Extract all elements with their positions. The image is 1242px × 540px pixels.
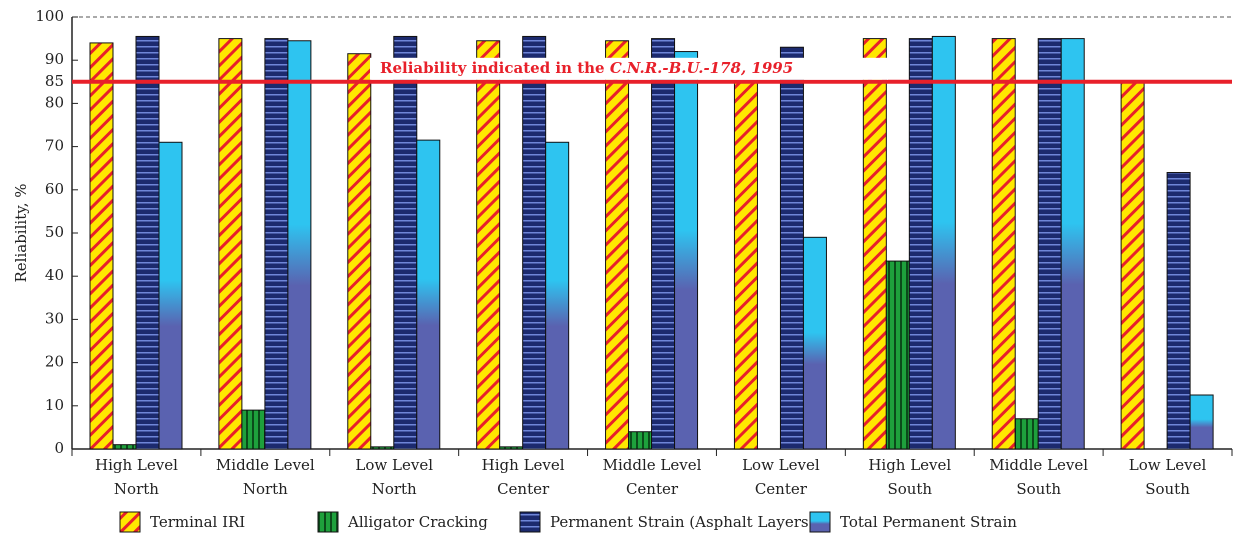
bar — [1189, 394, 1214, 450]
legend-swatch — [519, 511, 541, 533]
bar — [347, 53, 372, 450]
y-tick-label: 90 — [45, 50, 64, 68]
x-tick-label: Center — [497, 480, 550, 498]
bar — [522, 35, 547, 450]
bar — [651, 38, 676, 450]
bar — [135, 35, 160, 450]
x-tick-label: High Level — [95, 456, 178, 474]
y-tick-label: 100 — [35, 7, 64, 25]
bar — [264, 38, 289, 450]
bar — [885, 260, 910, 450]
legend-label: Alligator Cracking — [347, 513, 488, 531]
bar — [1166, 172, 1191, 450]
bar — [370, 446, 395, 450]
bar — [545, 141, 570, 450]
legend-label: Total Permanent Strain — [840, 513, 1017, 531]
x-tick-label: Center — [626, 480, 679, 498]
bar — [779, 46, 804, 450]
y-tick-label: 80 — [45, 93, 64, 111]
bar — [862, 38, 887, 450]
y-tick-label: 50 — [45, 223, 64, 241]
reference-label-text: Reliability indicated in the — [380, 59, 610, 77]
bar — [605, 40, 630, 450]
bar — [1060, 38, 1085, 450]
bar — [476, 40, 501, 450]
x-tick-label: High Level — [868, 456, 951, 474]
bar — [908, 38, 933, 450]
bar — [89, 42, 114, 450]
x-tick-label: South — [1016, 480, 1061, 498]
y-tick-label: 0 — [54, 439, 64, 457]
x-tick-label: South — [887, 480, 932, 498]
bar — [931, 35, 956, 450]
y-tick-label: 20 — [45, 353, 64, 371]
y-tick-label: 10 — [45, 396, 64, 414]
bar — [802, 236, 827, 450]
bar — [991, 38, 1016, 450]
x-tick-label: South — [1145, 480, 1190, 498]
legend-swatch — [119, 511, 141, 533]
legend-label: Terminal IRI — [150, 513, 245, 531]
bar — [628, 431, 653, 450]
y-axis-label: Reliability, % — [12, 183, 30, 282]
x-tick-label: Low Level — [355, 456, 433, 474]
x-tick-label: Middle Level — [989, 456, 1088, 474]
bar — [416, 139, 441, 450]
x-tick-label: High Level — [482, 456, 565, 474]
x-tick-label: North — [243, 480, 288, 498]
reference-label-italic: C.N.R.-B.U.-178, 1995 — [610, 59, 793, 77]
legend-swatch — [809, 511, 831, 533]
y-tick-label: 60 — [45, 180, 64, 198]
reference-label-bg — [370, 57, 888, 80]
x-tick-label: Center — [755, 480, 808, 498]
legend-swatch — [317, 511, 339, 533]
y-tick-label: 85 — [45, 72, 64, 90]
reference-label: Reliability indicated in the C.N.R.-B.U.… — [380, 59, 793, 77]
bar — [287, 40, 312, 450]
y-tick-label: 30 — [45, 309, 64, 327]
bar — [1037, 38, 1062, 450]
y-tick-label: 70 — [45, 137, 64, 155]
bar — [733, 81, 758, 450]
bar — [393, 35, 418, 450]
bar — [218, 38, 243, 450]
bar — [674, 51, 699, 450]
x-tick-label: Low Level — [1129, 456, 1207, 474]
bar — [1014, 418, 1039, 450]
bar — [112, 444, 137, 450]
bar — [241, 409, 266, 450]
x-tick-label: North — [372, 480, 417, 498]
x-tick-label: Low Level — [742, 456, 820, 474]
y-tick-label: 40 — [45, 266, 64, 284]
x-tick-label: North — [114, 480, 159, 498]
bar — [158, 141, 183, 450]
x-tick-label: Middle Level — [603, 456, 702, 474]
legend-label: Permanent Strain (Asphalt Layers) — [550, 513, 814, 531]
x-tick-label: Middle Level — [216, 456, 315, 474]
bar — [499, 446, 524, 450]
bar — [1120, 81, 1145, 450]
